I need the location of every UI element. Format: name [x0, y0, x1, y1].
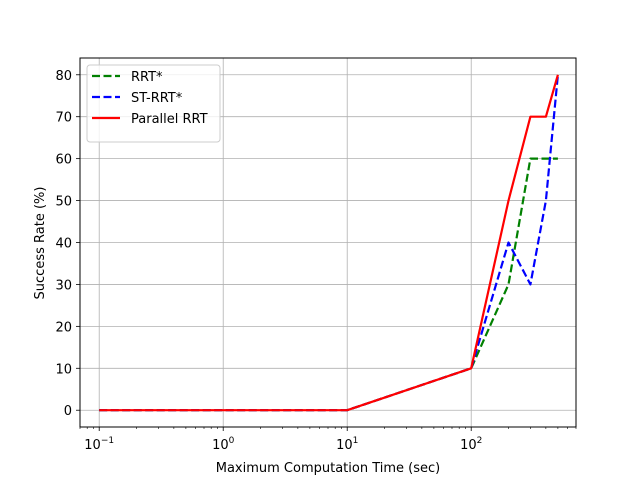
x-axis-ticks: 10−1 100 101 102 — [79, 427, 577, 453]
y-tick-label: 50 — [55, 195, 72, 210]
y-tick-label: 60 — [55, 153, 72, 168]
y-tick-label: 10 — [55, 362, 72, 377]
y-axis-ticks: 0 10 20 30 40 50 60 70 80 — [55, 69, 80, 419]
legend-label: Parallel RRT — [131, 112, 208, 127]
y-axis-label: Success Rate (%) — [33, 187, 48, 300]
y-tick-label: 20 — [55, 320, 72, 335]
legend-label: RRT* — [131, 70, 163, 85]
y-tick-label: 0 — [64, 404, 72, 419]
y-tick-label: 70 — [55, 111, 72, 126]
x-tick-label: 101 — [336, 436, 358, 453]
y-tick-label: 30 — [55, 278, 72, 293]
legend-label: ST-RRT* — [131, 91, 183, 106]
y-tick-label: 80 — [55, 69, 72, 84]
x-tick-label: 102 — [460, 436, 482, 453]
legend-box — [86, 64, 221, 143]
y-tick-label: 40 — [55, 237, 72, 252]
x-tick-label: 10−1 — [84, 436, 114, 453]
x-axis-label: Maximum Computation Time (sec) — [216, 461, 440, 476]
series-layer — [99, 74, 559, 412]
x-tick-label: 100 — [212, 436, 235, 453]
series-line-2 — [99, 74, 559, 412]
legend: RRT* ST-RRT* Parallel RRT — [86, 64, 221, 143]
